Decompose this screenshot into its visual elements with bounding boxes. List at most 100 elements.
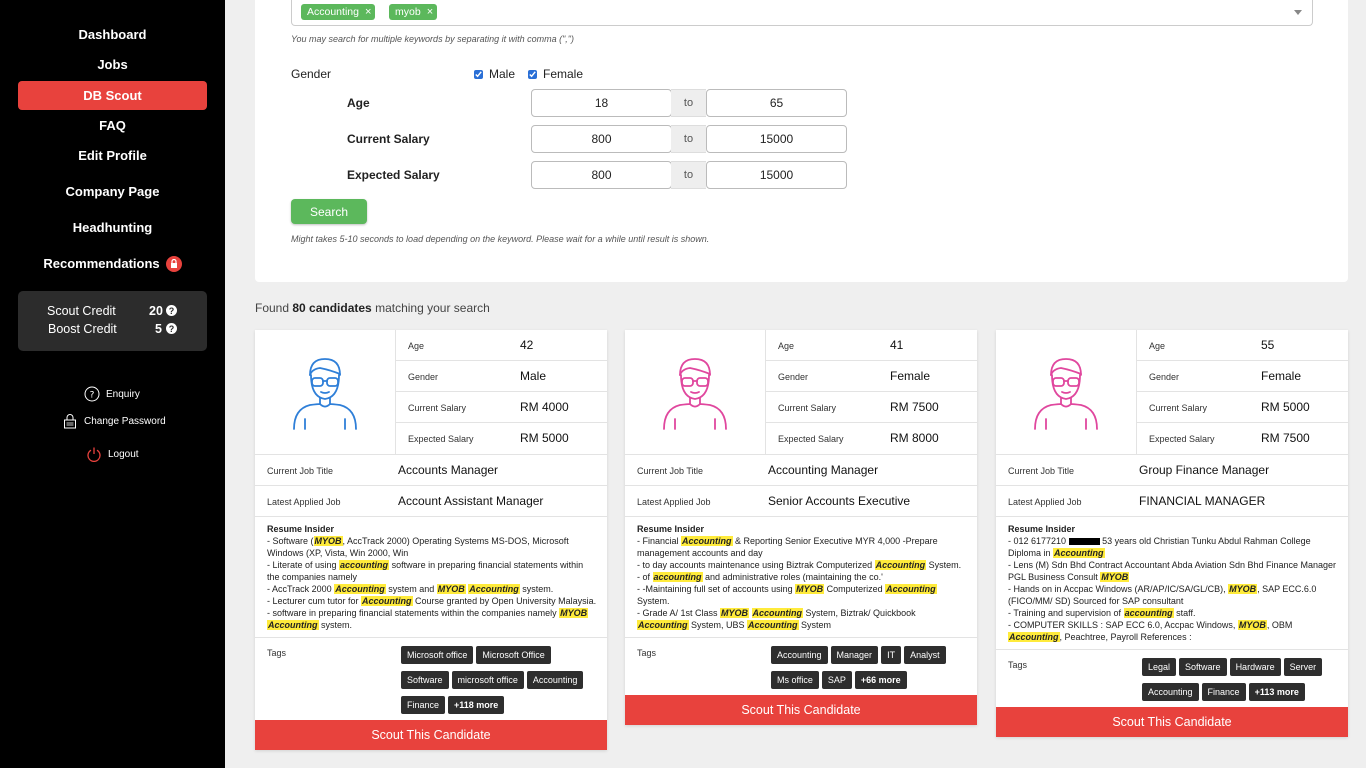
more-tags-button[interactable]: +113 more	[1248, 683, 1305, 701]
search-button[interactable]: Search	[291, 199, 367, 224]
tag-badge: Finance	[401, 696, 446, 714]
expected-salary-to-separator: to	[671, 161, 706, 189]
age-label: Age	[778, 341, 795, 351]
credit-box: Scout Credit 20 ? Boost Credit 5 ?	[18, 291, 207, 351]
current-job-row: Current Job Title Group Finance Manager	[996, 454, 1348, 485]
expected-salary-from-input[interactable]	[531, 161, 672, 189]
keyword-highlight: MYOB	[720, 608, 750, 618]
scout-candidate-button[interactable]: Scout This Candidate	[996, 707, 1348, 737]
tag-badge: Microsoft Office	[476, 646, 551, 664]
keyword-highlight: Accounting	[681, 536, 733, 546]
remove-chip-icon[interactable]: ×	[426, 6, 434, 18]
keyword-highlight: Accounting	[1008, 632, 1060, 642]
current-salary-to-input[interactable]	[706, 125, 847, 153]
keyword-highlight: Accounting	[637, 620, 689, 630]
male-checkbox[interactable]	[474, 69, 483, 79]
keyword-input[interactable]: Accounting × myob ×	[291, 0, 1313, 26]
tag-badge: Manager	[830, 646, 879, 664]
keyword-highlight: MYOB	[559, 608, 589, 618]
current-salary-value: RM 5000	[1261, 400, 1310, 414]
keyword-highlight: MYOB	[313, 536, 343, 546]
tag-badge: Finance	[1201, 683, 1246, 701]
sidebar-item-dashboard[interactable]: Dashboard	[78, 27, 147, 42]
person-avatar-icon	[293, 358, 357, 430]
latest-applied-job-row: Latest Applied Job FINANCIAL MANAGER	[996, 485, 1348, 516]
dropdown-caret-icon[interactable]	[1294, 10, 1302, 15]
change-password-link[interactable]: Change Password	[62, 413, 166, 429]
age-to-input[interactable]	[706, 89, 847, 117]
resume-line: - -Maintaining full set of accounts usin…	[637, 584, 937, 606]
candidate-card: Age 55 Gender Female Current Salary RM 5…	[996, 330, 1348, 737]
current-salary-row: Current Salary RM 4000	[396, 392, 607, 423]
keyword-highlight: MYOB	[795, 584, 825, 594]
expected-salary-label: Expected Salary	[408, 434, 474, 444]
current-salary-to-separator: to	[671, 125, 706, 153]
tag-badge: SAP	[821, 671, 852, 689]
keyword-highlight: MYOB	[1228, 584, 1258, 594]
expected-salary-row: Expected Salary RM 5000	[396, 423, 607, 454]
question-circle-icon: ?	[84, 386, 100, 402]
scout-credit-row: Scout Credit 20 ?	[18, 302, 207, 320]
sidebar-item-headhunting[interactable]: Headhunting	[72, 220, 153, 235]
keyword-highlight: Accounting	[885, 584, 937, 594]
logout-link[interactable]: Logout	[86, 446, 139, 462]
sidebar-item-recommendations[interactable]: Recommendations	[18, 249, 207, 278]
age-from-input[interactable]	[531, 89, 672, 117]
expected-salary-label: Expected Salary	[778, 434, 844, 444]
latest-applied-job-row: Latest Applied Job Senior Accounts Execu…	[625, 485, 977, 516]
tag-badge: Accounting	[526, 671, 584, 689]
help-icon[interactable]: ?	[166, 305, 177, 316]
keyword-highlight: MYOB	[1237, 620, 1267, 630]
candidate-card: Age 41 Gender Female Current Salary RM 7…	[625, 330, 977, 725]
remove-chip-icon[interactable]: ×	[364, 6, 372, 18]
scout-candidate-button[interactable]: Scout This Candidate	[255, 720, 607, 750]
tag-badge: Server	[1283, 658, 1323, 676]
age-value: 41	[890, 338, 904, 352]
tag-badge: Ms office	[771, 671, 819, 689]
resume-line: - Financial Accounting & Reporting Senio…	[637, 536, 938, 558]
change-password-label: Change Password	[84, 415, 166, 427]
more-tags-button[interactable]: +66 more	[854, 671, 907, 689]
gender-female-checkbox[interactable]: Female	[528, 67, 583, 81]
expected-salary-to-input[interactable]	[706, 161, 847, 189]
sidebar-item-jobs[interactable]: Jobs	[97, 57, 128, 72]
search-panel: Accounting × myob × You may search for m…	[255, 0, 1348, 282]
male-label: Male	[489, 67, 516, 81]
age-value: 55	[1261, 338, 1275, 352]
resume-line: - AccTrack 2000 Accounting system and MY…	[267, 584, 554, 594]
latest-applied-job-row: Latest Applied Job Account Assistant Man…	[255, 485, 607, 516]
current-salary-from-input[interactable]	[531, 125, 672, 153]
current-job-value: Accounts Manager	[398, 463, 499, 477]
enquiry-link[interactable]: ? Enquiry	[84, 386, 140, 402]
more-tags-button[interactable]: +118 more	[448, 696, 505, 714]
keyword-highlight: accounting	[339, 560, 390, 570]
sidebar-item-faq[interactable]: FAQ	[99, 118, 126, 133]
current-job-value: Group Finance Manager	[1139, 463, 1270, 477]
gender-value: Male	[520, 369, 547, 383]
scout-candidate-button[interactable]: Scout This Candidate	[625, 695, 977, 725]
keyword-highlight: Accounting	[1053, 548, 1105, 558]
keyword-chip: myob ×	[389, 4, 438, 20]
lock-icon	[64, 414, 76, 429]
sidebar-item-db-scout[interactable]: DB Scout	[18, 81, 207, 110]
results-suffix: matching your search	[371, 301, 490, 315]
female-checkbox[interactable]	[528, 69, 537, 79]
gender-male-checkbox[interactable]: Male	[474, 67, 515, 81]
latest-applied-job-label: Latest Applied Job	[267, 497, 341, 507]
gender-row: Gender Female	[766, 361, 977, 392]
current-salary-label: Current Salary	[1149, 403, 1208, 413]
keyword-highlight: MYOB	[1100, 572, 1130, 582]
sidebar-item-company-page[interactable]: Company Page	[65, 184, 160, 199]
results-prefix: Found	[255, 301, 293, 315]
sidebar-item-edit-profile[interactable]: Edit Profile	[78, 148, 147, 163]
current-job-value: Accounting Manager	[768, 463, 879, 477]
resume-line: - of accounting and administrative roles…	[637, 572, 883, 582]
resume-insider-title: Resume Insider	[637, 524, 705, 534]
results-summary: Found 80 candidates matching your search	[255, 301, 490, 315]
current-salary-label: Current Salary	[408, 403, 467, 413]
help-icon[interactable]: ?	[166, 323, 177, 334]
keyword-hint: You may search for multiple keywords by …	[291, 34, 574, 44]
resume-line: - Literate of using accounting software …	[267, 560, 584, 582]
scout-credit-value: 20	[149, 304, 163, 318]
gender-row: Gender Female	[1137, 361, 1348, 392]
